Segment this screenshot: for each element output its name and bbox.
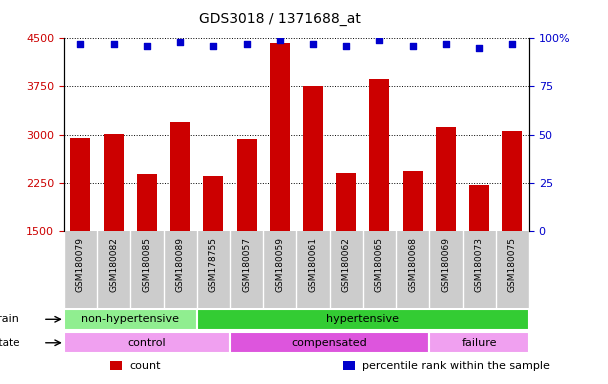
Text: GSM180068: GSM180068 <box>408 237 417 292</box>
Point <box>275 37 285 43</box>
Text: GSM180061: GSM180061 <box>308 237 317 292</box>
Bar <box>502 131 522 231</box>
Bar <box>336 173 356 231</box>
Bar <box>402 171 423 231</box>
Bar <box>104 134 123 231</box>
Bar <box>203 175 223 231</box>
Bar <box>230 332 429 353</box>
Text: GSM180073: GSM180073 <box>475 237 483 292</box>
Text: percentile rank within the sample: percentile rank within the sample <box>362 361 550 371</box>
Text: disease state: disease state <box>0 338 19 348</box>
Text: GSM180065: GSM180065 <box>375 237 384 292</box>
Point <box>474 45 484 51</box>
Bar <box>71 138 91 231</box>
Bar <box>343 361 354 370</box>
Text: strain: strain <box>0 314 19 324</box>
Bar <box>370 79 389 231</box>
Point <box>308 41 318 47</box>
Text: hypertensive: hypertensive <box>326 314 399 324</box>
Text: control: control <box>128 338 166 348</box>
Text: failure: failure <box>461 338 497 348</box>
Bar <box>270 43 290 231</box>
Bar <box>429 332 529 353</box>
Bar <box>64 309 197 330</box>
Text: GSM180069: GSM180069 <box>441 237 451 292</box>
Bar <box>197 309 529 330</box>
Text: GSM180057: GSM180057 <box>242 237 251 292</box>
Bar <box>137 174 157 231</box>
Point <box>508 41 517 47</box>
Point <box>209 43 218 49</box>
Point <box>175 39 185 45</box>
Point <box>142 43 152 49</box>
Bar <box>303 86 323 231</box>
Bar <box>170 122 190 231</box>
Text: GSM180059: GSM180059 <box>275 237 285 292</box>
Point <box>408 43 418 49</box>
Text: GSM180082: GSM180082 <box>109 237 118 292</box>
Bar <box>436 127 456 231</box>
Bar <box>111 361 122 370</box>
Point <box>75 41 85 47</box>
Text: GSM180085: GSM180085 <box>142 237 151 292</box>
Point <box>375 37 384 43</box>
Point <box>242 41 252 47</box>
Text: GSM180075: GSM180075 <box>508 237 517 292</box>
Bar <box>237 139 257 231</box>
Text: GSM178755: GSM178755 <box>209 237 218 292</box>
Text: GDS3018 / 1371688_at: GDS3018 / 1371688_at <box>199 12 361 25</box>
Text: count: count <box>129 361 161 371</box>
Point <box>109 41 119 47</box>
Point <box>441 41 451 47</box>
Point <box>341 43 351 49</box>
Text: GSM180089: GSM180089 <box>176 237 185 292</box>
Text: GSM180062: GSM180062 <box>342 237 351 292</box>
Text: GSM180079: GSM180079 <box>76 237 85 292</box>
Bar <box>469 184 489 231</box>
Bar <box>64 332 230 353</box>
Text: compensated: compensated <box>292 338 367 348</box>
Text: non-hypertensive: non-hypertensive <box>81 314 179 324</box>
